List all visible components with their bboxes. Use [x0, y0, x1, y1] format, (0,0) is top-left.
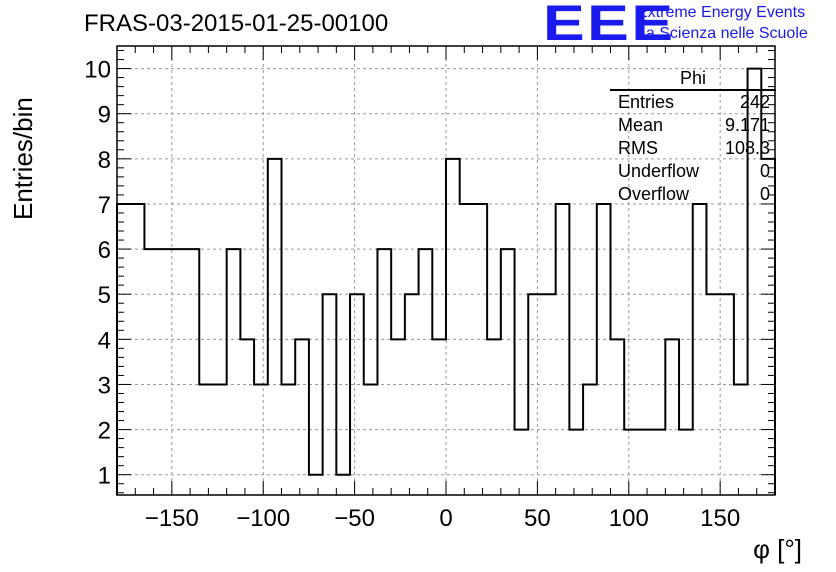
- y-tick-label: 10: [84, 57, 111, 84]
- histogram-bar: [172, 249, 186, 495]
- histogram-bar: [186, 249, 200, 495]
- histogram-bar: [542, 294, 556, 495]
- histogram-bar: [350, 294, 364, 495]
- histogram-bar: [158, 249, 172, 495]
- stats-value: 0: [759, 161, 770, 181]
- logo-subtitle-1: Extreme Energy Events: [637, 4, 806, 21]
- histogram-bar: [528, 294, 542, 495]
- x-tick-label: 0: [439, 505, 452, 532]
- histogram-bar: [652, 430, 666, 495]
- y-tick-label: 1: [98, 463, 111, 490]
- histogram-bar: [117, 204, 131, 495]
- histogram-bar: [460, 204, 474, 495]
- histogram-bar: [199, 384, 213, 495]
- y-tick-label: 4: [98, 327, 111, 354]
- histogram-bar: [569, 430, 583, 495]
- stats-value: 9.171: [724, 115, 770, 135]
- chart-title: FRAS-03-2015-01-25-00100: [84, 10, 389, 37]
- x-tick-label: −100: [236, 505, 290, 532]
- histogram-bar: [240, 339, 254, 495]
- histogram-bar: [282, 384, 296, 495]
- histogram-bar: [364, 384, 378, 495]
- y-tick-label: 2: [98, 418, 111, 445]
- x-axis-label: φ [°]: [753, 534, 802, 564]
- histogram-bar: [131, 204, 145, 495]
- histogram-bar: [597, 204, 611, 495]
- y-tick-label: 6: [98, 237, 111, 264]
- histogram-bar: [254, 384, 268, 495]
- stats-value: 242: [739, 92, 770, 112]
- eee-logo: EEE: [543, 0, 676, 51]
- stats-box: Phi Entries 242 Mean 9.171 RMS 108.3 Und…: [610, 68, 776, 206]
- histogram-bar: [432, 339, 446, 495]
- histogram-bar: [377, 249, 391, 495]
- histogram-bar: [419, 249, 433, 495]
- x-tick-label: −50: [334, 505, 375, 532]
- y-tick-label: 5: [98, 282, 111, 309]
- stats-label: Entries: [618, 92, 675, 112]
- stats-row-entries: Entries 242: [610, 91, 776, 114]
- histogram-bar: [583, 384, 597, 495]
- histogram-bar: [515, 430, 529, 495]
- histogram-bar: [556, 204, 570, 495]
- histogram-bar: [487, 339, 501, 495]
- histogram-outline: [116, 67, 776, 495]
- stats-value: 0: [759, 184, 770, 204]
- y-axis-label: Entries/bin: [8, 97, 38, 220]
- histogram-bar: [323, 294, 337, 495]
- histogram-bar: [693, 204, 707, 495]
- x-tick-label: −150: [145, 505, 199, 532]
- stats-box-name: Phi: [610, 68, 776, 91]
- histogram-bar: [624, 430, 638, 495]
- stats-label: Underflow: [618, 161, 700, 181]
- x-tick-label: 100: [609, 505, 649, 532]
- x-tick-label: 50: [524, 505, 551, 532]
- histogram-bar: [706, 294, 720, 495]
- histogram-bar: [391, 339, 405, 495]
- y-tick-label: 9: [98, 102, 111, 129]
- x-tick-label: 150: [700, 505, 740, 532]
- logo-subtitle-2: La Scienza nelle Scuole: [637, 25, 808, 42]
- stats-value: 108.3: [724, 138, 770, 158]
- histogram-bar: [268, 159, 282, 495]
- histogram-bar: [611, 339, 625, 495]
- stats-row-overflow: Overflow 0: [610, 183, 776, 206]
- y-tick-label: 7: [98, 192, 111, 219]
- stats-row-rms: RMS 108.3: [610, 137, 776, 160]
- histogram-bar: [665, 339, 679, 495]
- histogram-bar: [446, 159, 460, 495]
- histogram-bar: [213, 384, 227, 495]
- histogram-bar: [501, 249, 515, 495]
- y-tick-label: 3: [98, 372, 111, 399]
- stats-row-mean: Mean 9.171: [610, 114, 776, 137]
- y-tick-label: 8: [98, 147, 111, 174]
- histogram-bar: [227, 249, 241, 495]
- histogram-bar: [638, 430, 652, 495]
- histogram-bar: [295, 339, 309, 495]
- stats-label: RMS: [618, 138, 658, 158]
- stats-row-underflow: Underflow 0: [610, 160, 776, 183]
- stats-label: Overflow: [618, 184, 690, 204]
- histogram-bar: [336, 475, 350, 495]
- stats-label: Mean: [618, 115, 664, 135]
- histogram-bar: [405, 294, 419, 495]
- histogram-bar: [720, 294, 734, 495]
- histogram-bar: [473, 204, 487, 495]
- histogram-bar: [734, 384, 748, 495]
- histogram-bar: [761, 159, 775, 495]
- histogram-bar: [679, 430, 693, 495]
- histogram-bar: [144, 249, 158, 495]
- histogram-bar: [309, 475, 323, 495]
